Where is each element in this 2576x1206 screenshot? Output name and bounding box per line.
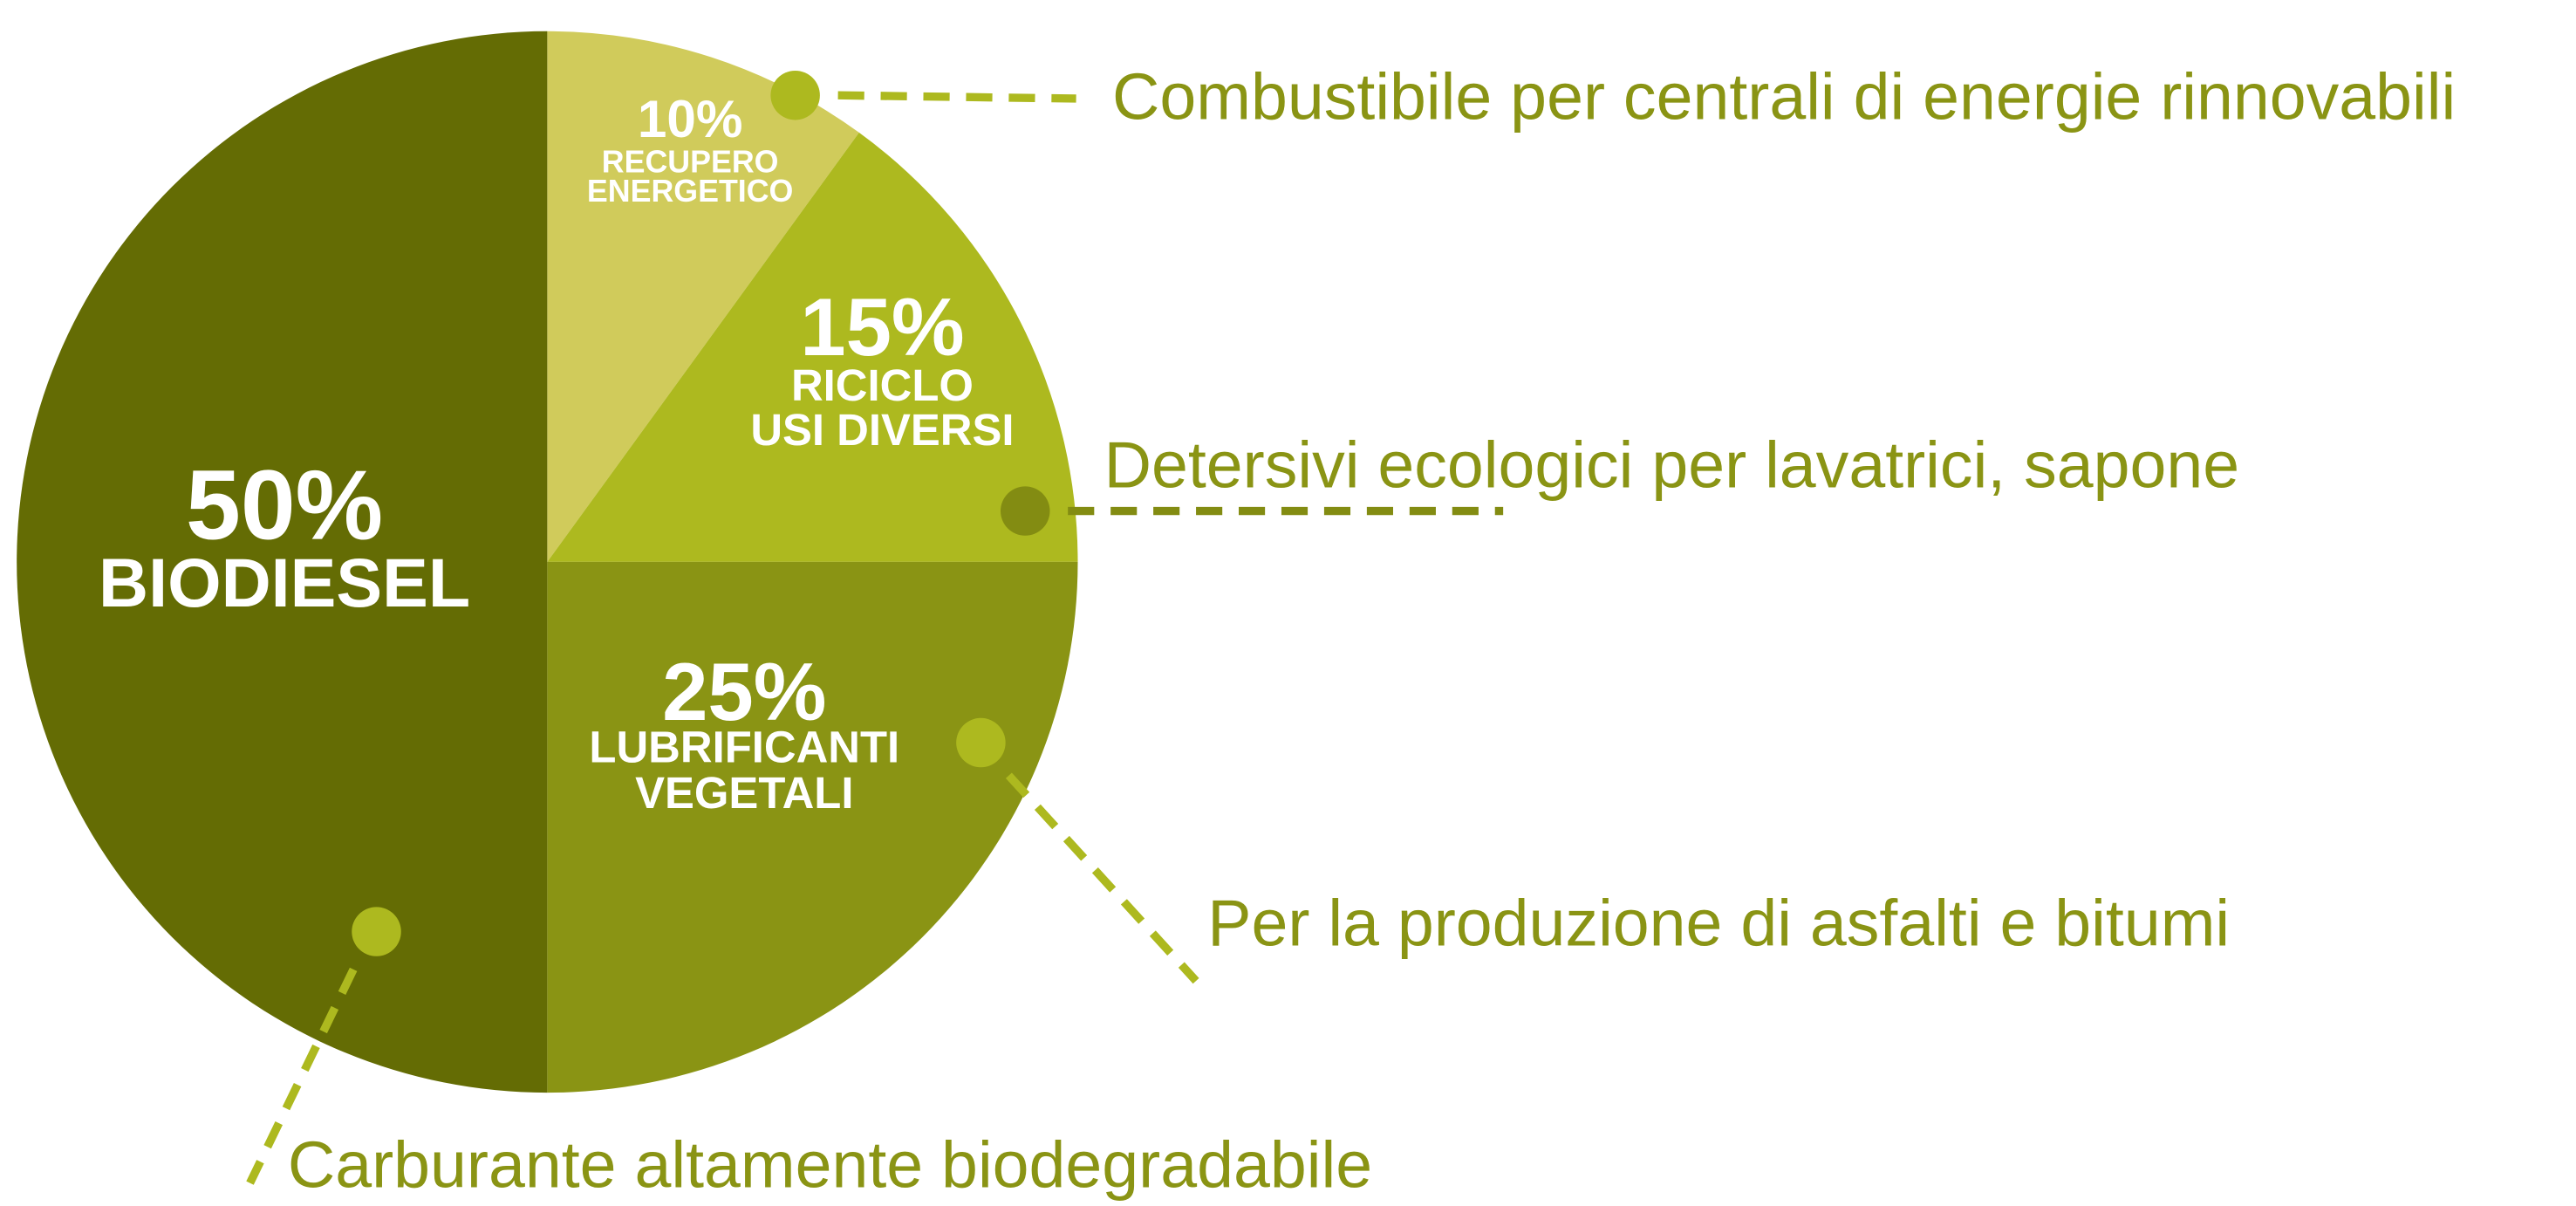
annotation: Per la produzione di asfalti e bitumi (1207, 887, 2230, 960)
annotation: Combustibile per centrali di energie rin… (1112, 60, 2456, 134)
pie-slice (547, 31, 859, 562)
slice-name: RICICLO USI DIVERSI (750, 361, 1014, 456)
callout-line (1005, 772, 1199, 984)
callout-dot (956, 717, 1006, 768)
pie-slice (547, 561, 1078, 1093)
slice-value-label: 50% (186, 449, 383, 559)
slice-name-line: RECUPERO (602, 145, 779, 180)
slice-name: RECUPERO ENERGETICO (587, 145, 793, 209)
pie-slice (547, 132, 1078, 562)
slices (17, 31, 1078, 1093)
slice-name-line: USI DIVERSI (750, 405, 1014, 455)
callout-line (837, 91, 1076, 103)
annotation: Carburante altamente biodegradabile (288, 1127, 1372, 1201)
slice-value-label: 25% (662, 646, 826, 737)
callout-dot (352, 907, 401, 956)
callout-dot (770, 70, 820, 120)
annotation: Detersivi ecologici per lavatrici, sapon… (1104, 428, 2240, 501)
pie-slice (17, 31, 548, 1093)
slice-name-line: VEGETALI (635, 769, 853, 819)
slice-name-line: ENERGETICO (587, 175, 793, 209)
callout-lines (246, 91, 1504, 1185)
slice-value-label: 10% (638, 89, 743, 148)
slice-name-line: LUBRIFICANTI (589, 723, 899, 772)
slice-value-label: 15% (800, 281, 964, 373)
slice-name: LUBRIFICANTI VEGETALI (589, 723, 899, 819)
callout-dot (1001, 486, 1050, 536)
slice-name: BIODIESEL (99, 544, 470, 621)
slice-name-line: RICICLO (791, 361, 974, 411)
